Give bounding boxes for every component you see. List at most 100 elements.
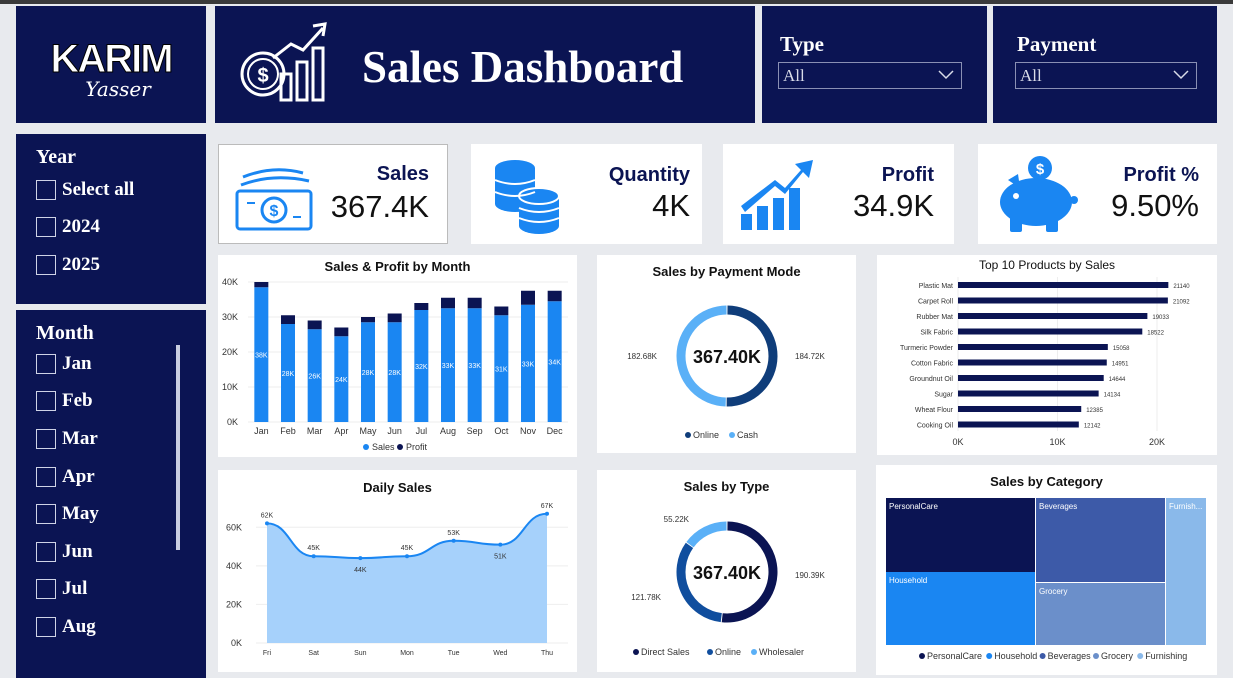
month-option-label: Jun [62, 541, 93, 562]
y-tick-label: 40K [222, 277, 238, 287]
checkbox[interactable] [36, 579, 56, 599]
bar-profit [441, 297, 455, 309]
chart-canvas: 367.40K 190.39K 121.78K 55.22K Direct Sales O… [631, 515, 825, 657]
data-label: 24K [335, 377, 348, 384]
x-tick-label: Apr [334, 426, 348, 436]
month-option-label: Aug [62, 616, 96, 637]
donut-center-label: 367.40K [693, 563, 761, 583]
svg-text:$: $ [257, 65, 268, 87]
kpi-value: 4K [652, 188, 690, 223]
chart-top-10-products: Top 10 Products by Sales 0K 10K 20K Plastic… [877, 255, 1217, 455]
legend-label: Direct Sales [641, 647, 690, 657]
checkbox[interactable] [36, 354, 56, 374]
bar [958, 421, 1079, 428]
checkbox[interactable] [36, 217, 56, 237]
year-option-label: Select all [62, 179, 135, 200]
month-option[interactable]: May [36, 503, 99, 525]
data-label: 31K [495, 367, 508, 374]
y-tick-label: Turmeric Powder [900, 345, 954, 352]
x-tick-label: Sat [308, 650, 319, 657]
data-label: 184.72K [795, 352, 825, 361]
data-label: 32K [415, 364, 428, 371]
month-option[interactable]: Feb [36, 390, 93, 412]
checkbox[interactable] [36, 391, 56, 411]
treemap-tile [1036, 583, 1165, 645]
month-option[interactable]: Jan [36, 353, 92, 375]
money-icon: $ [235, 168, 313, 231]
month-option[interactable]: Apr [36, 466, 95, 488]
treemap-tile [886, 572, 1035, 645]
data-label: 45K [307, 545, 320, 552]
dollar-growth-icon: $ [240, 22, 327, 102]
bar-sales [281, 324, 295, 422]
legend-label: Profit [406, 442, 428, 452]
checkbox[interactable] [36, 180, 56, 200]
x-tick-label: 10K [1049, 437, 1065, 447]
legend-marker [919, 653, 925, 659]
bar-sales [361, 322, 375, 422]
checkbox[interactable] [36, 542, 56, 562]
checkbox[interactable] [36, 617, 56, 637]
year-option-2024[interactable]: 2024 [36, 216, 100, 238]
data-label: 28K [362, 370, 375, 377]
month-option[interactable]: Jun [36, 541, 93, 563]
x-tick-label: Aug [440, 426, 456, 436]
month-option-label: May [62, 503, 99, 524]
title-panel: $ Sales Dashboard [215, 6, 755, 123]
legend-label: Grocery [1101, 651, 1134, 661]
logo-panel: KARIM Yasser [16, 6, 206, 123]
bar-profit [334, 327, 349, 337]
legend-label: Wholesaler [759, 647, 804, 657]
bar [958, 328, 1143, 335]
x-tick-label: Mon [400, 650, 414, 657]
kpi-title: Quantity [608, 164, 690, 186]
scrollbar[interactable] [176, 345, 180, 550]
donut-slice [686, 521, 727, 548]
bar [958, 313, 1148, 319]
x-tick-label: Oct [494, 426, 509, 436]
chart-canvas: 367.40K 184.72K 182.68K Online Cash [627, 305, 825, 440]
data-point [545, 511, 549, 516]
bar [958, 282, 1169, 288]
y-tick-label: Rubber Mat [916, 314, 953, 321]
y-tick-label: Plastic Mat [919, 283, 953, 290]
bar [958, 359, 1107, 366]
bar-profit [307, 320, 322, 330]
bar-profit [494, 306, 509, 316]
x-tick-label: Jan [254, 426, 269, 436]
bar-sales [254, 287, 269, 422]
data-label: 33K [468, 363, 481, 370]
checkbox[interactable] [36, 429, 56, 449]
y-tick-label: 60K [226, 522, 242, 532]
kpi-value: 9.50% [1111, 188, 1199, 223]
data-label: 21092 [1173, 300, 1190, 306]
legend-label: Beverages [1048, 651, 1092, 661]
data-label: 14644 [1109, 377, 1126, 383]
bar-profit [547, 290, 562, 302]
y-tick-label: Wheat Flour [915, 407, 954, 414]
data-label: 28K [388, 370, 401, 377]
bar-sales [307, 329, 322, 422]
month-option[interactable]: Jul [36, 578, 87, 600]
year-option-select-all[interactable]: Select all [36, 179, 134, 201]
data-label: 12385 [1086, 408, 1103, 414]
payment-dropdown-value: All [1020, 66, 1042, 85]
treemap-tile [1166, 498, 1206, 645]
checkbox[interactable] [36, 255, 56, 275]
data-label: 38K [255, 353, 268, 360]
checkbox[interactable] [36, 504, 56, 524]
checkbox[interactable] [36, 467, 56, 487]
year-option-2025[interactable]: 2025 [36, 254, 100, 276]
data-label: 21140 [1173, 284, 1190, 290]
data-label: 33K [442, 363, 455, 370]
y-tick-label: Sugar [934, 392, 953, 399]
bar-profit [254, 282, 269, 288]
bar-sales [387, 322, 402, 422]
type-dropdown[interactable]: All [778, 62, 962, 89]
kpi-title: Profit % [1123, 164, 1199, 186]
month-option[interactable]: Mar [36, 428, 98, 450]
legend-label: PersonalCare [927, 651, 982, 661]
piggy-bank-icon: $ [1000, 156, 1078, 232]
payment-dropdown[interactable]: All [1015, 62, 1197, 89]
month-option[interactable]: Aug [36, 616, 96, 638]
